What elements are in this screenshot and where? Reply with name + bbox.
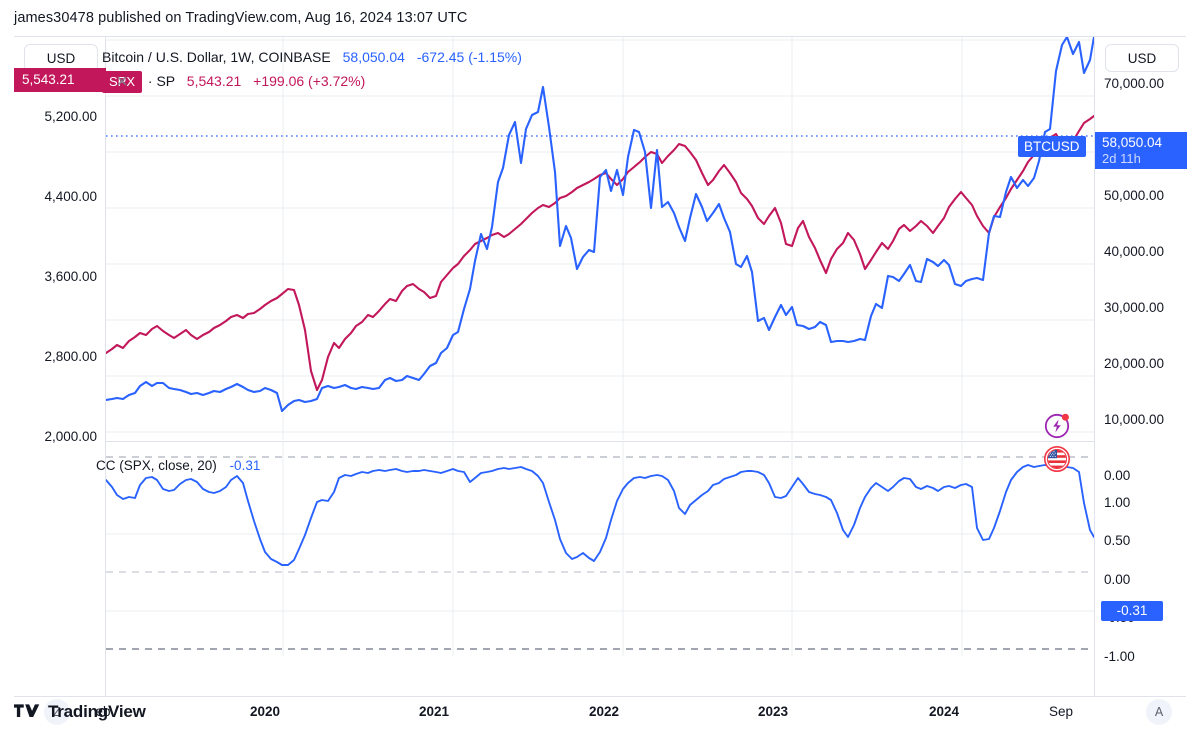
time-axis[interactable]: Z A eb 2020 2021 2022 2023 2024 Sep xyxy=(14,696,1186,728)
spx-symbol-label: SPX xyxy=(109,74,136,89)
correlation-plot-svg xyxy=(106,442,1094,656)
correlation-legend-title: CC (SPX, close, 20) xyxy=(96,458,217,473)
left-price-scale[interactable]: USD 5,543.21 5,200.00 4,400.00 3,600.00 … xyxy=(14,37,106,697)
tradingview-logo-icon xyxy=(14,704,40,718)
spx-legend-change: +199.06 (+3.72%) xyxy=(253,73,366,89)
time-label-6: Sep xyxy=(1048,704,1074,719)
lightning-alert-icon[interactable] xyxy=(1042,410,1072,440)
spx-legend-title: · SP xyxy=(147,73,175,89)
spx-symbol-badge[interactable]: SPX ✕ xyxy=(102,71,143,93)
time-label-2: 2021 xyxy=(418,704,450,719)
btcusd-price-badge: 58,050.04 2d 11h xyxy=(1095,132,1187,169)
btcusd-series-tag[interactable]: BTCUSD xyxy=(1018,136,1086,157)
price-plot-svg xyxy=(106,37,1094,440)
close-icon[interactable]: ✕ xyxy=(115,73,129,91)
correlation-legend-value: -0.31 xyxy=(229,458,261,473)
time-label-4: 2023 xyxy=(757,704,789,719)
main-legend[interactable]: Bitcoin / U.S. Dollar, 1W, COINBASE 58,0… xyxy=(102,49,522,66)
main-legend-title: Bitcoin / U.S. Dollar, 1W, COINBASE xyxy=(102,49,331,65)
left-tick-1: 4,400.00 xyxy=(44,189,97,204)
tradingview-brand: TradingView xyxy=(48,702,146,721)
correlation-grid xyxy=(106,442,1094,656)
correlation-pane[interactable] xyxy=(106,441,1094,656)
price-grid xyxy=(106,37,1094,440)
left-tick-4: 2,000.00 xyxy=(44,429,97,444)
main-legend-change: -672.45 (-1.15%) xyxy=(416,49,522,65)
time-label-0: eb xyxy=(95,704,111,719)
left-currency-button[interactable]: USD xyxy=(24,44,98,72)
right-tick-5: 20,000.00 xyxy=(1104,356,1165,371)
right-currency-button[interactable]: USD xyxy=(1105,44,1179,72)
indicator-tick-2: 0.00 xyxy=(1104,572,1131,587)
reset-zoom-button[interactable]: Z xyxy=(44,699,70,725)
published-text: james30478 published on TradingView.com,… xyxy=(14,10,468,26)
right-price-scale[interactable]: USD 70,000.00 60,000.00 50,000.00 40,000… xyxy=(1094,37,1187,697)
time-label-5: 2024 xyxy=(928,704,960,719)
left-tick-3: 2,800.00 xyxy=(44,349,97,364)
time-label-3: 2022 xyxy=(588,704,620,719)
btcusd-price-value: 58,050.04 xyxy=(1102,135,1163,150)
spx-price-badge: 5,543.21 xyxy=(14,68,106,92)
spx-legend-last: 5,543.21 xyxy=(186,73,242,89)
correlation-legend[interactable]: CC (SPX, close, 20) -0.31 xyxy=(96,457,260,474)
right-tick-4: 30,000.00 xyxy=(1104,300,1165,315)
indicator-tick-1: 0.50 xyxy=(1104,533,1131,548)
time-label-1: 2020 xyxy=(249,704,281,719)
footer: TradingView xyxy=(14,702,146,722)
price-pane[interactable] xyxy=(106,37,1094,440)
us-flag-icon[interactable] xyxy=(1042,444,1072,474)
right-tick-2: 50,000.00 xyxy=(1104,188,1165,203)
indicator-tick-0: 1.00 xyxy=(1104,495,1131,510)
spx-legend[interactable]: SPX ✕ · SP 5,543.21 +199.06 (+3.72%) xyxy=(102,71,365,93)
main-legend-last: 58,050.04 xyxy=(342,49,405,65)
correlation-value-badge: -0.31 xyxy=(1101,601,1163,621)
right-tick-6: 10,000.00 xyxy=(1104,412,1165,427)
right-tick-3: 40,000.00 xyxy=(1104,244,1165,259)
left-tick-0: 5,200.00 xyxy=(44,109,97,124)
chart-frame: USD 5,543.21 5,200.00 4,400.00 3,600.00 … xyxy=(14,36,1187,697)
auto-scale-button[interactable]: A xyxy=(1146,699,1172,725)
correlation-series-line xyxy=(106,464,1094,566)
left-tick-2: 3,600.00 xyxy=(44,269,97,284)
indicator-tick-4: -1.00 xyxy=(1104,649,1135,664)
spx-series-line xyxy=(106,114,1094,392)
btcusd-series-line xyxy=(106,37,1094,413)
btcusd-countdown: 2d 11h xyxy=(1102,150,1141,166)
right-tick-0: 70,000.00 xyxy=(1104,76,1165,91)
right-tick-7: 0.00 xyxy=(1104,468,1131,483)
published-header: james30478 published on TradingView.com,… xyxy=(0,0,1200,36)
